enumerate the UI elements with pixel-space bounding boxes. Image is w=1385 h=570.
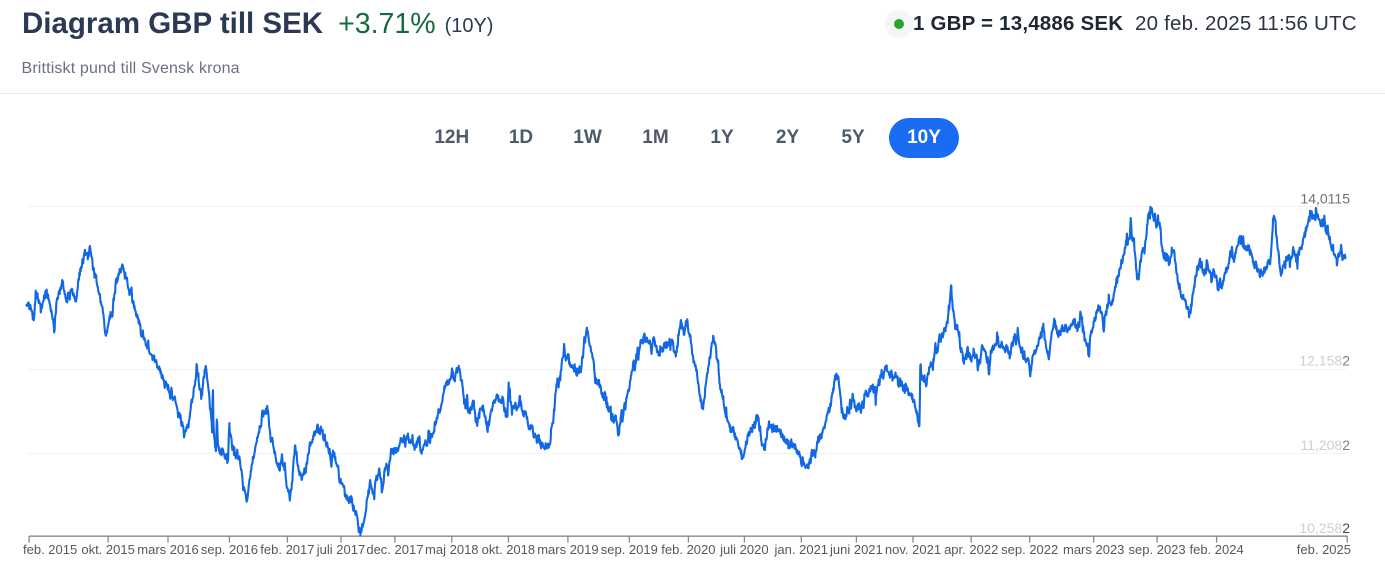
svg-text:feb. 2025: feb. 2025 xyxy=(1297,542,1351,557)
svg-text:11,2082: 11,2082 xyxy=(1300,437,1350,453)
svg-text:12,1582: 12,1582 xyxy=(1299,353,1350,369)
svg-text:feb. 2017: feb. 2017 xyxy=(260,542,314,557)
svg-text:mars 2019: mars 2019 xyxy=(537,542,598,557)
svg-text:sep. 2016: sep. 2016 xyxy=(201,542,258,557)
svg-text:mars 2023: mars 2023 xyxy=(1063,542,1124,557)
svg-text:feb. 2024: feb. 2024 xyxy=(1189,542,1243,557)
svg-text:feb. 2015: feb. 2015 xyxy=(23,542,77,557)
svg-text:14,0115: 14,0115 xyxy=(1300,191,1350,207)
svg-text:nov. 2021: nov. 2021 xyxy=(885,542,941,557)
svg-text:juni 2021: juni 2021 xyxy=(829,542,883,557)
svg-text:maj 2018: maj 2018 xyxy=(425,542,478,557)
svg-text:sep. 2019: sep. 2019 xyxy=(601,542,658,557)
svg-text:mars 2016: mars 2016 xyxy=(137,542,198,557)
svg-text:sep. 2022: sep. 2022 xyxy=(1001,542,1058,557)
svg-text:sep. 2023: sep. 2023 xyxy=(1129,542,1186,557)
svg-text:juli 2020: juli 2020 xyxy=(719,542,768,557)
svg-text:10,2582: 10,2582 xyxy=(1299,520,1350,536)
svg-text:okt. 2015: okt. 2015 xyxy=(81,542,135,557)
svg-text:apr. 2022: apr. 2022 xyxy=(944,542,998,557)
svg-text:feb. 2020: feb. 2020 xyxy=(661,542,715,557)
svg-text:dec. 2017: dec. 2017 xyxy=(366,542,423,557)
svg-text:okt. 2018: okt. 2018 xyxy=(482,542,536,557)
svg-text:jan. 2021: jan. 2021 xyxy=(774,542,829,557)
svg-text:juli 2017: juli 2017 xyxy=(316,542,365,557)
